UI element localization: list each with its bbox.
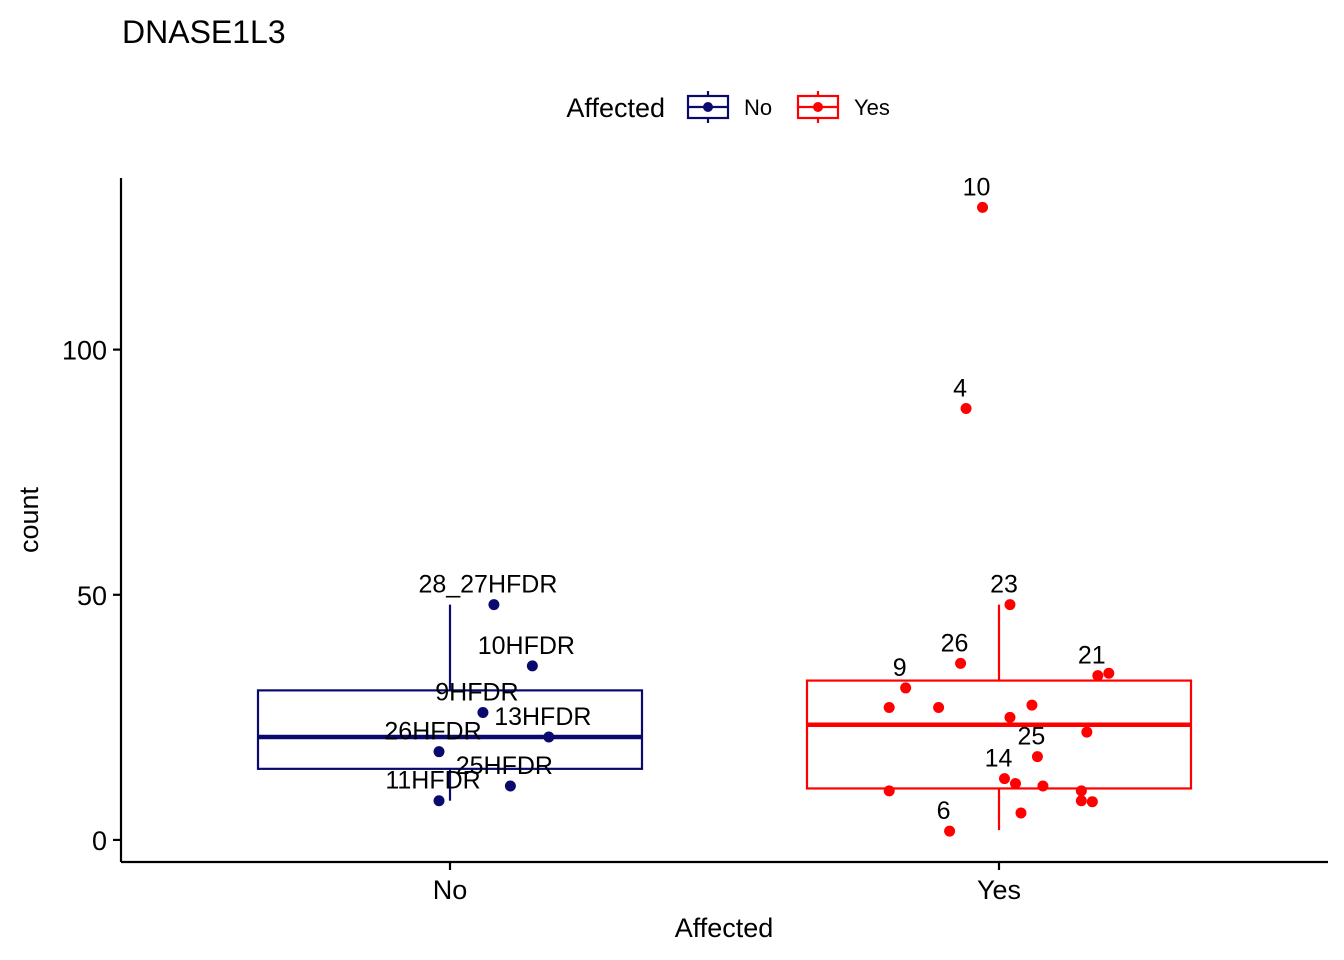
y-tick-label: 0: [92, 826, 107, 856]
x-tick-label: Yes: [977, 875, 1021, 905]
legend-label: No: [744, 95, 772, 120]
data-point: [1081, 726, 1093, 738]
x-axis-label: Affected: [675, 913, 774, 943]
data-point: [1075, 785, 1087, 797]
point-label: 10HFDR: [478, 632, 575, 660]
point-label: 21: [1078, 642, 1106, 670]
box: [256, 689, 644, 770]
point-label: 4: [953, 374, 967, 402]
chart-title: DNASE1L3: [122, 14, 286, 50]
data-point: [933, 702, 945, 714]
point-label: 28_27HFDR: [418, 571, 557, 599]
data-point: [900, 682, 912, 694]
axes: 0 50 100 No Yes Affected count: [14, 178, 1328, 943]
legend: Affected No Yes: [566, 91, 890, 123]
legend-key-point: [813, 102, 823, 112]
data-point: [433, 746, 445, 758]
point-label: 6: [937, 797, 951, 825]
data-point: [1031, 751, 1043, 763]
data-point: [998, 773, 1010, 785]
data-point: [504, 780, 516, 792]
point-label: 11HFDR: [385, 767, 480, 795]
data-point: [977, 201, 989, 213]
y-tick-label: 100: [62, 336, 107, 366]
data-point: [883, 702, 895, 714]
data-point: [1103, 667, 1115, 679]
data-point: [955, 657, 967, 669]
y-axis-label: count: [14, 486, 44, 553]
data-point: [1092, 670, 1104, 682]
y-tick-label: 50: [77, 581, 107, 611]
data-point: [1015, 807, 1027, 819]
point-label: 14: [985, 745, 1013, 773]
point-label: 25: [1018, 723, 1046, 751]
data-point: [433, 795, 445, 807]
data-point: [488, 599, 500, 611]
data-point: [1009, 778, 1021, 790]
point-label: 9: [893, 654, 907, 682]
data-point: [1086, 796, 1098, 808]
point-label: 10: [963, 173, 991, 201]
point-label: 23: [990, 571, 1018, 599]
data-point: [526, 660, 538, 672]
data-point: [1004, 711, 1016, 723]
point-label: 13HFDR: [494, 703, 591, 731]
data-point: [1026, 699, 1038, 711]
data-point: [1075, 795, 1087, 807]
data-point: [543, 731, 555, 743]
point-label: 25HFDR: [456, 752, 553, 780]
box: [805, 679, 1193, 790]
data-point: [944, 825, 956, 837]
data-point: [960, 402, 972, 414]
x-tick-label: No: [433, 875, 468, 905]
point-label: 9HFDR: [435, 678, 518, 706]
legend-title: Affected: [566, 93, 665, 123]
data-point: [1037, 780, 1049, 792]
data-point: [883, 785, 895, 797]
data-point: [1004, 599, 1016, 611]
data-point: [477, 706, 489, 718]
legend-label: Yes: [854, 95, 890, 120]
point-label: 26: [941, 629, 969, 657]
point-label: 26HFDR: [384, 718, 481, 746]
legend-key-point: [703, 102, 713, 112]
